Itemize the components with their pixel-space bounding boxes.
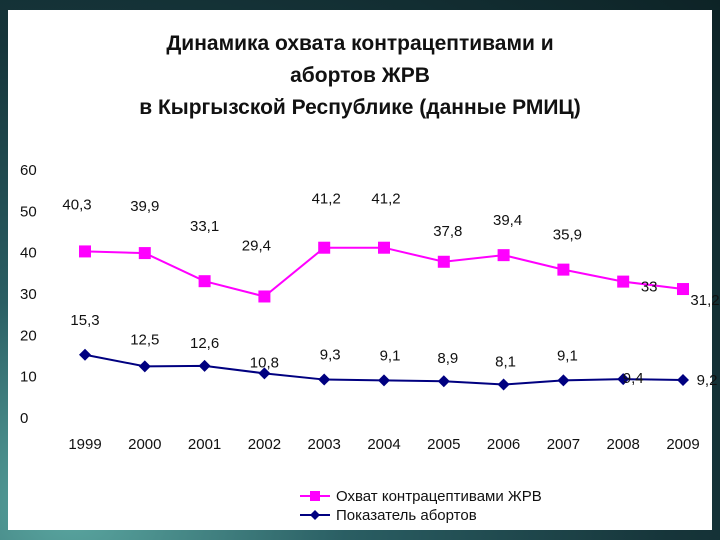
x-tick-label: 2004 <box>367 436 400 453</box>
data-label: 9,4 <box>623 370 644 387</box>
data-point <box>437 375 450 388</box>
chart-title-line-1: Динамика охвата контрацептивами и <box>166 32 554 55</box>
legend: Охват контрацептивами ЖРВ Показатель абор… <box>300 488 542 524</box>
data-label: 9,1 <box>557 347 578 364</box>
series-line <box>84 246 684 298</box>
x-tick-label: 2000 <box>128 436 161 453</box>
legend-label: Охват контрацептивами ЖРВ <box>336 488 542 505</box>
data-point <box>198 359 211 372</box>
data-label: 39,4 <box>493 212 522 229</box>
data-label: 12,6 <box>190 335 219 352</box>
x-tick-label: 2007 <box>547 436 580 453</box>
data-label: 33,1 <box>190 218 219 235</box>
data-point <box>497 378 510 391</box>
x-tick-label: 2006 <box>487 436 520 453</box>
data-label: 40,3 <box>62 196 91 213</box>
y-tick-label: 30 <box>20 286 37 303</box>
y-tick-label: 40 <box>20 245 37 262</box>
data-label: 15,3 <box>70 312 99 329</box>
data-label: 41,2 <box>312 191 341 208</box>
data-label: 12,5 <box>130 331 159 348</box>
data-point <box>198 275 211 288</box>
series-abortion: 15,3 12,5 12,6 10,8 9,3 9,1 8,9 8,1 9,1 9,4 9,2 <box>70 312 717 391</box>
y-tick-label: 10 <box>20 369 37 386</box>
data-point <box>677 283 689 296</box>
data-point <box>138 247 151 260</box>
data-point <box>677 373 689 386</box>
data-point <box>378 241 390 254</box>
data-point <box>437 255 450 268</box>
legend-marker <box>310 491 320 501</box>
data-label: 35,9 <box>553 227 582 244</box>
data-point <box>557 374 570 387</box>
data-point <box>557 263 570 276</box>
data-label: 29,4 <box>242 237 271 254</box>
chart-title-line-2: абортов ЖРВ <box>290 64 430 87</box>
series-contraceptive: 40,3 39,9 33,1 29,4 41,2 41,2 37,8 39,4 35,9 33 31… <box>62 191 719 309</box>
y-tick-label: 0 <box>20 410 28 427</box>
x-tick-label: 2003 <box>308 436 341 453</box>
chart-title-line-3: в Кыргызской Республике (данные РМИЦ) <box>139 96 581 119</box>
y-tick-label: 60 <box>20 162 37 179</box>
x-tick-label: 2009 <box>666 436 699 453</box>
series-layer: 40,3 39,9 33,1 29,4 41,2 41,2 37,8 39,4 35,9 33 31… <box>62 191 720 391</box>
data-point <box>378 374 390 387</box>
data-point <box>138 360 151 373</box>
x-tick-label: 1999 <box>68 436 101 453</box>
data-point <box>79 348 91 361</box>
data-point <box>318 241 331 254</box>
x-tick-label: 2008 <box>607 436 640 453</box>
data-label: 9,1 <box>380 347 401 364</box>
y-tick-label: 50 <box>20 203 37 220</box>
legend-marker <box>310 510 320 520</box>
y-axis-ticks: 0 10 20 30 40 50 60 <box>20 162 37 427</box>
data-point <box>617 275 630 288</box>
x-axis-ticks: 1999 2000 2001 2002 2003 2004 2005 2006 2007 2008… <box>68 436 699 453</box>
data-point <box>258 367 271 380</box>
data-label: 8,9 <box>437 350 458 367</box>
x-tick-label: 2002 <box>248 436 281 453</box>
data-label: 31,2 <box>690 292 719 309</box>
data-label: 37,8 <box>433 223 462 240</box>
data-label: 41,2 <box>371 191 400 208</box>
data-label: 9,2 <box>697 372 718 389</box>
legend-label: Показатель абортов <box>336 507 477 524</box>
data-label: 33 <box>641 279 658 296</box>
x-tick-label: 2005 <box>427 436 460 453</box>
data-point <box>258 290 271 303</box>
data-point <box>617 373 630 386</box>
data-label: 10,8 <box>250 354 279 371</box>
slide-panel <box>8 10 712 530</box>
y-tick-label: 20 <box>20 327 37 344</box>
data-label: 9,3 <box>320 347 341 364</box>
data-point <box>318 373 331 386</box>
data-point <box>497 249 510 262</box>
chart-title: Динамика охвата контрацептивами и аборто… <box>8 28 712 124</box>
data-label: 8,1 <box>495 354 516 371</box>
data-label: 39,9 <box>130 198 159 215</box>
x-tick-label: 2001 <box>188 436 221 453</box>
data-point <box>79 245 91 258</box>
